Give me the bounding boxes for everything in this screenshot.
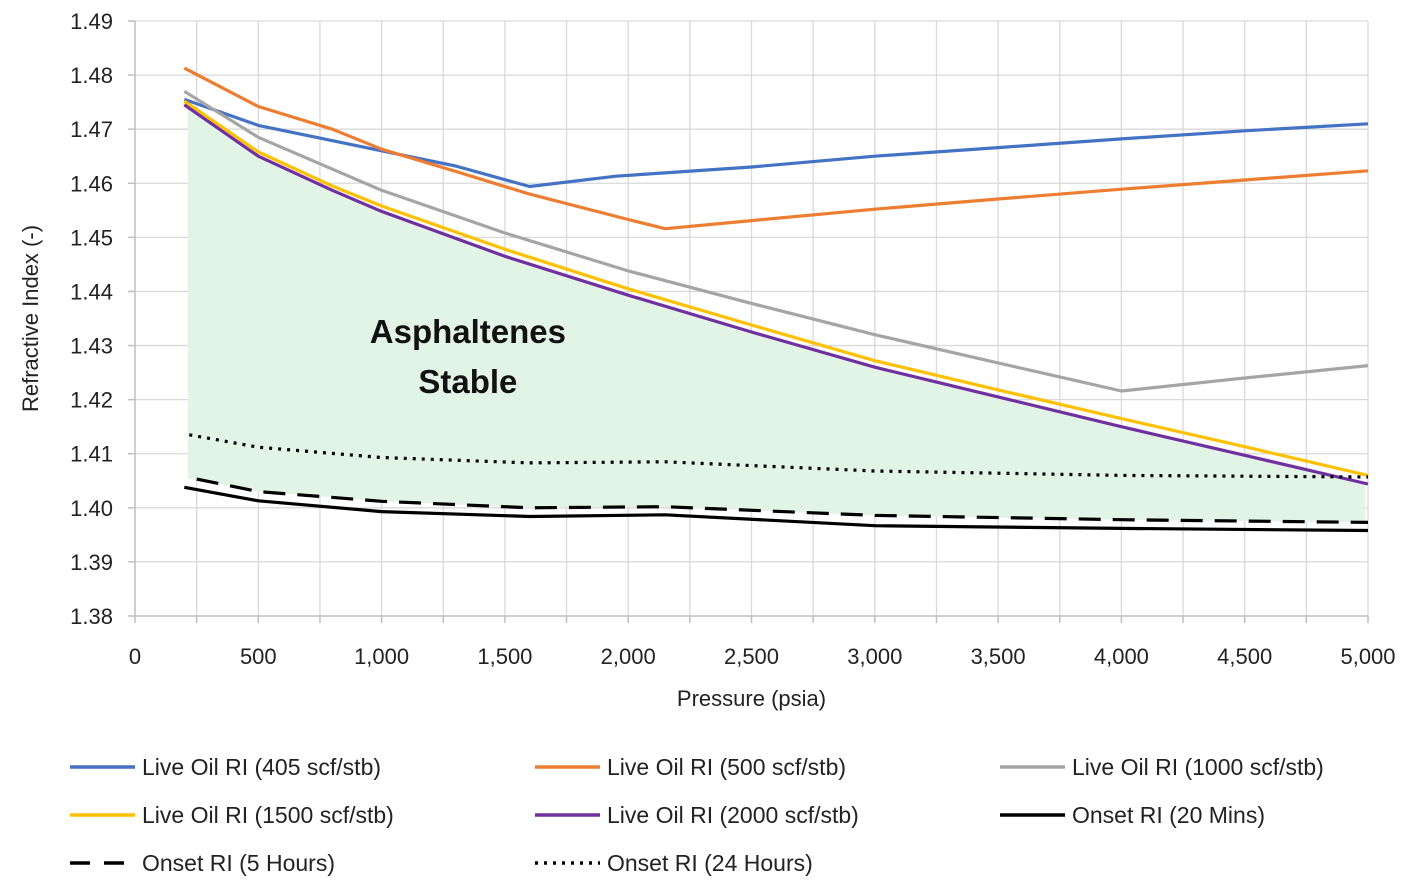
y-tick-label: 1.45 xyxy=(70,225,113,250)
series-line-8 xyxy=(189,433,1369,479)
y-tick-label: 1.46 xyxy=(70,171,113,196)
x-tick-label: 2,000 xyxy=(601,644,656,669)
y-tick-label: 1.48 xyxy=(70,63,113,88)
legend: Live Oil RI (405 scf/stb) Live Oil RI (50… xyxy=(70,754,1324,876)
legend-label: Onset RI (5 Hours) xyxy=(142,850,335,876)
y-tick-label: 1.42 xyxy=(70,388,113,413)
series-line-4 xyxy=(183,99,1369,477)
stable-region xyxy=(188,107,1366,523)
series-line-6 xyxy=(184,485,1369,533)
annotation-asphaltenes-stable: Asphaltenes Stable xyxy=(370,313,566,400)
legend-label: Live Oil RI (1500 scf/stb) xyxy=(142,802,394,828)
stable-region-fill xyxy=(188,107,1366,523)
x-tick-label: 2,500 xyxy=(724,644,779,669)
y-tick-label: 1.43 xyxy=(70,334,113,359)
legend-label: Live Oil RI (500 scf/stb) xyxy=(607,754,846,780)
series-line-1 xyxy=(183,97,1369,189)
series-line-2 xyxy=(183,66,1369,231)
y-tick-label: 1.40 xyxy=(70,496,113,521)
x-tick-label: 1,500 xyxy=(477,644,532,669)
tick-labels: 1.38 1.39 1.40 1.41 1.42 1.43 1.44 1.45 1.46 1.47… xyxy=(70,9,1395,669)
axes xyxy=(128,20,1369,623)
y-tick-label: 1.47 xyxy=(70,117,113,142)
legend-label: Onset RI (24 Hours) xyxy=(607,850,813,876)
y-tick-label: 1.39 xyxy=(70,550,113,575)
legend-label: Live Oil RI (1000 scf/stb) xyxy=(1072,754,1324,780)
legend-label: Live Oil RI (2000 scf/stb) xyxy=(607,802,859,828)
y-tick-label: 1.38 xyxy=(70,604,113,629)
legend-label: Live Oil RI (405 scf/stb) xyxy=(142,754,381,780)
series-line-7 xyxy=(196,477,1369,524)
y-tick-label: 1.49 xyxy=(70,9,113,34)
x-tick-label: 0 xyxy=(129,644,141,669)
y-tick-label: 1.41 xyxy=(70,442,113,467)
series-lines xyxy=(183,66,1369,533)
series-line-3 xyxy=(183,89,1369,393)
x-tick-label: 500 xyxy=(240,644,277,669)
annotation-line: Asphaltenes xyxy=(370,313,566,350)
y-tick-label: 1.44 xyxy=(70,279,113,304)
x-tick-label: 1,000 xyxy=(354,644,409,669)
annotation-line: Stable xyxy=(418,363,517,400)
y-axis-title: Refractive Index (-) xyxy=(18,225,43,412)
x-tick-label: 4,000 xyxy=(1094,644,1149,669)
x-tick-label: 3,500 xyxy=(971,644,1026,669)
series-line-5 xyxy=(183,103,1369,486)
x-tick-label: 4,500 xyxy=(1217,644,1272,669)
x-axis-title: Pressure (psia) xyxy=(677,686,826,711)
x-tick-label: 3,000 xyxy=(847,644,902,669)
x-tick-label: 5,000 xyxy=(1340,644,1395,669)
legend-label: Onset RI (20 Mins) xyxy=(1072,802,1265,828)
